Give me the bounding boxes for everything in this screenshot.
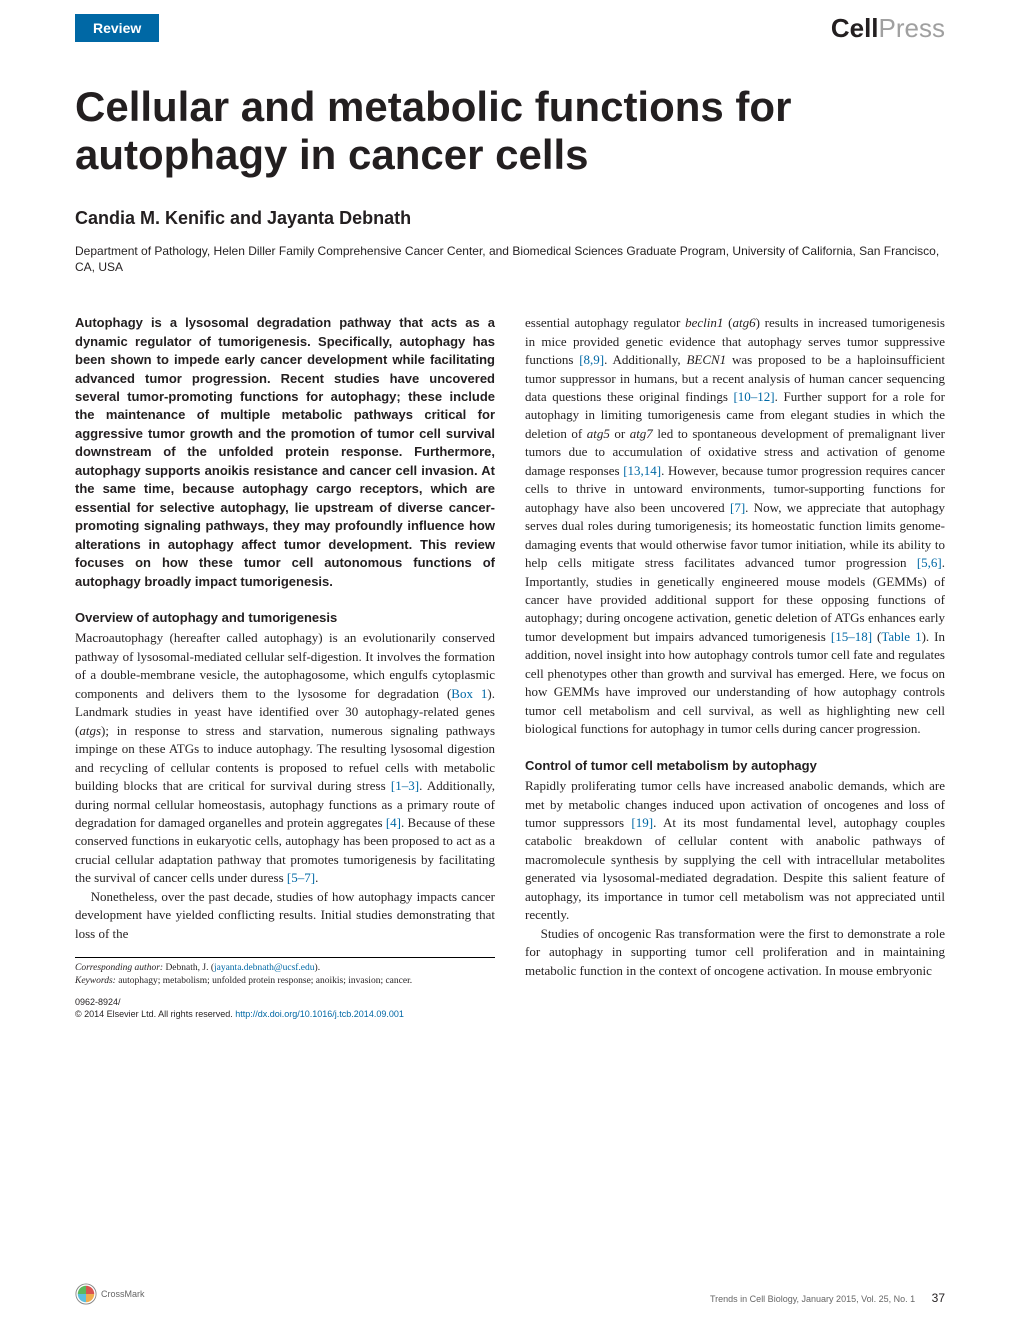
text: or — [610, 426, 630, 441]
ref-8-9[interactable]: [8,9] — [579, 352, 604, 367]
ref-5-6[interactable]: [5,6] — [917, 555, 942, 570]
logo-sub: Press — [879, 13, 945, 43]
two-column-body: Autophagy is a lysosomal degradation pat… — [75, 314, 945, 1020]
gene-atgs: atgs — [79, 723, 101, 738]
logo-main: Cell — [831, 13, 879, 43]
header-bar: Review CellPress — [0, 0, 1020, 48]
gene-beclin1: beclin1 — [685, 315, 723, 330]
corresponding-author: Corresponding author: Debnath, J. (jayan… — [75, 962, 495, 975]
crossmark-badge[interactable]: CrossMark — [75, 1283, 145, 1305]
review-tab: Review — [75, 14, 159, 42]
gene-becn1: BECN1 — [686, 352, 726, 367]
text: Macroautophagy (hereafter called autopha… — [75, 630, 495, 700]
overview-para-1: Macroautophagy (hereafter called autopha… — [75, 629, 495, 887]
footer-notes: Corresponding author: Debnath, J. (jayan… — [75, 957, 495, 1020]
doi-link[interactable]: http://dx.doi.org/10.1016/j.tcb.2014.09.… — [235, 1009, 404, 1019]
overview-para-2: Nonetheless, over the past decade, studi… — [75, 888, 495, 943]
col2-para-1: essential autophagy regulator beclin1 ( a… — [525, 314, 945, 738]
kw-text: autophagy; metabolism; unfolded protein … — [116, 976, 412, 986]
text: ). In addition, novel insight into how a… — [525, 629, 945, 736]
article-affiliation: Department of Pathology, Helen Diller Fa… — [75, 243, 945, 277]
article-title: Cellular and metabolic functions for aut… — [75, 83, 945, 180]
journal-citation: Trends in Cell Biology, January 2015, Vo… — [710, 1294, 915, 1304]
ref-15-18[interactable]: [15–18] — [831, 629, 872, 644]
metabolism-para-2: Studies of oncogenic Ras transformation … — [525, 925, 945, 980]
ref-7[interactable]: [7] — [730, 500, 745, 515]
corr-label: Corresponding author: — [75, 963, 163, 973]
ref-10-12[interactable]: [10–12] — [733, 389, 774, 404]
table-1-link[interactable]: Table 1 — [881, 629, 921, 644]
gene-atg5: atg5 — [587, 426, 610, 441]
ref-4[interactable]: [4] — [386, 815, 401, 830]
gene-atg6: atg6 — [732, 315, 755, 330]
ref-1-3[interactable]: [1–3] — [391, 778, 419, 793]
right-column: essential autophagy regulator beclin1 ( a… — [525, 314, 945, 1020]
text: ( — [872, 629, 881, 644]
corr-email[interactable]: jayanta.debnath@ucsf.edu — [214, 963, 315, 973]
kw-label: Keywords: — [75, 976, 116, 986]
text: . Additionally, — [604, 352, 686, 367]
overview-heading: Overview of autophagy and tumorigenesis — [75, 609, 495, 627]
publisher-logo: CellPress — [831, 13, 945, 44]
article-content: Cellular and metabolic functions for aut… — [0, 48, 1020, 1020]
metabolism-heading: Control of tumor cell metabolism by auto… — [525, 757, 945, 775]
gene-atg7: atg7 — [630, 426, 653, 441]
copyright-line: © 2014 Elsevier Ltd. All rights reserved… — [75, 1008, 495, 1020]
ref-13-14[interactable]: [13,14] — [623, 463, 661, 478]
crossmark-icon — [75, 1283, 97, 1305]
text: . At its most fundamental level, autopha… — [525, 815, 945, 922]
metabolism-para-1: Rapidly proliferating tumor cells have i… — [525, 777, 945, 925]
article-authors: Candia M. Kenific and Jayanta Debnath — [75, 208, 945, 229]
corr-name: Debnath, J. ( — [163, 963, 214, 973]
crossmark-label: CrossMark — [101, 1289, 145, 1299]
page-number: 37 — [932, 1291, 945, 1305]
ref-19[interactable]: [19] — [631, 815, 653, 830]
keywords: Keywords: autophagy; metabolism; unfolde… — [75, 975, 495, 988]
corr-close: ). — [315, 963, 321, 973]
abstract: Autophagy is a lysosomal degradation pat… — [75, 314, 495, 591]
text: essential autophagy regulator — [525, 315, 685, 330]
copyright-text: © 2014 Elsevier Ltd. All rights reserved… — [75, 1009, 235, 1019]
left-column: Autophagy is a lysosomal degradation pat… — [75, 314, 495, 1020]
journal-info: Trends in Cell Biology, January 2015, Vo… — [710, 1291, 945, 1305]
issn: 0962-8924/ — [75, 996, 495, 1008]
ref-5-7[interactable]: [5–7] — [287, 870, 315, 885]
page-footer: CrossMark Trends in Cell Biology, Januar… — [75, 1283, 945, 1305]
box-1-link[interactable]: Box 1 — [451, 686, 487, 701]
text: . — [315, 870, 318, 885]
